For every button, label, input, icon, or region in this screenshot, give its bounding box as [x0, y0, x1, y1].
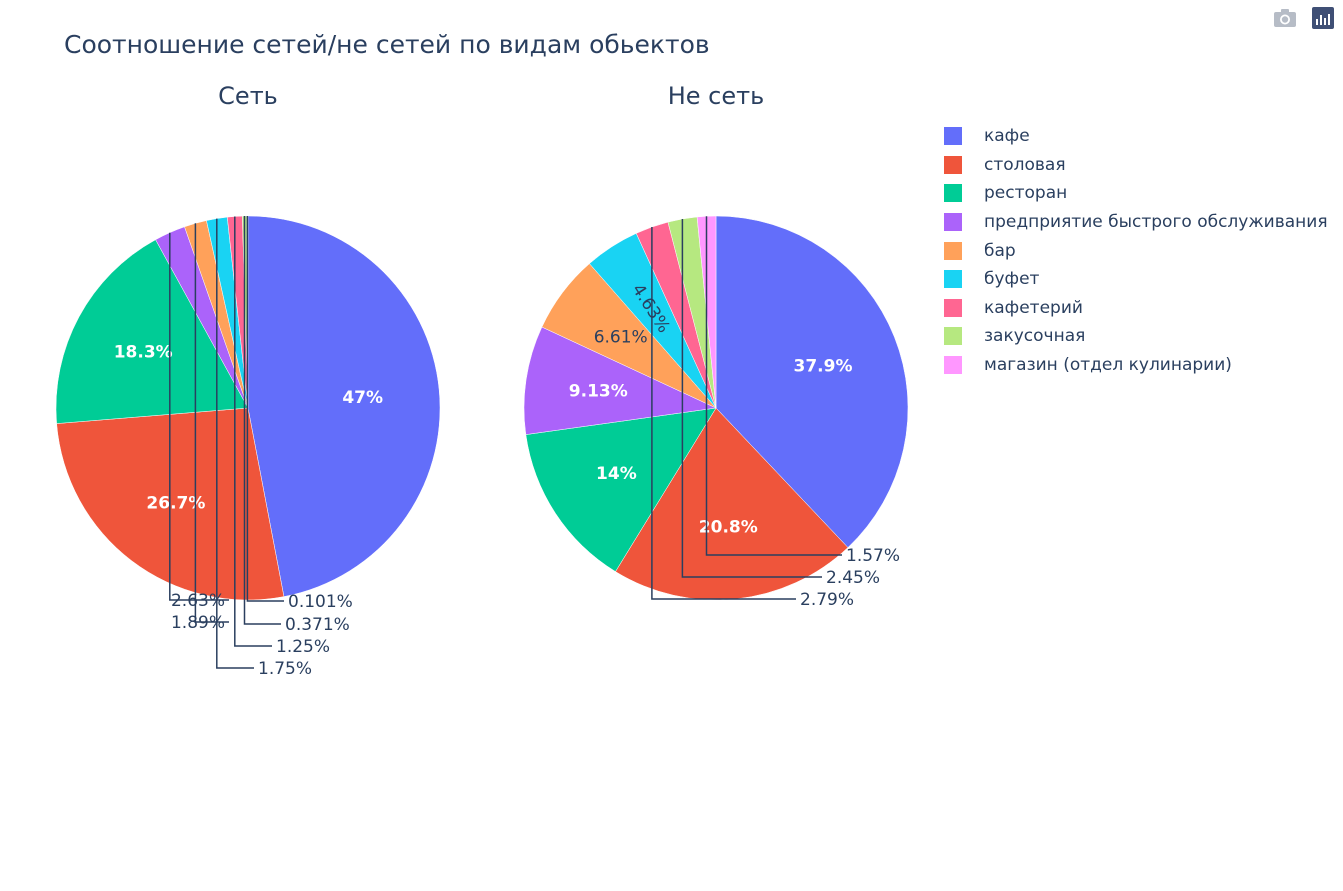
- legend-swatch: [944, 155, 962, 174]
- modebar: [1273, 6, 1335, 30]
- legend-swatch: [944, 356, 962, 375]
- pie-title-non-chain: Не сеть: [667, 82, 765, 110]
- legend-item[interactable]: кафетерий: [944, 294, 1328, 323]
- pie-percent-label: 1.89%: [171, 613, 225, 633]
- pie-label-leader: [169, 232, 229, 601]
- pie-slice[interactable]: [715, 215, 909, 548]
- pie-percent-label: 1.75%: [258, 659, 312, 679]
- pie-label-leader: [246, 216, 284, 602]
- pie-label-leader: [243, 216, 281, 625]
- legend-label: буфет: [984, 269, 1040, 290]
- legend-swatch: [944, 327, 962, 346]
- legend-item[interactable]: бар: [944, 236, 1328, 265]
- legend-swatch: [944, 127, 962, 146]
- pie-label-leader: [705, 216, 842, 556]
- plotly-logo-icon[interactable]: [1311, 6, 1335, 30]
- pie-label-leader: [216, 218, 254, 669]
- pie-percent-label: 2.45%: [826, 568, 880, 588]
- legend-label: предприятие быстрого обслуживания: [984, 212, 1328, 233]
- legend-item[interactable]: кафе: [944, 122, 1328, 151]
- legend-swatch: [944, 298, 962, 317]
- camera-icon[interactable]: [1273, 6, 1297, 30]
- legend-item[interactable]: буфет: [944, 265, 1328, 294]
- legend-swatch: [944, 270, 962, 289]
- pie-percent-label: 2.79%: [800, 590, 854, 610]
- pie-percent-label: 1.57%: [846, 546, 900, 566]
- pie-percent-label: 20.8%: [699, 517, 758, 537]
- pie-slice[interactable]: [55, 239, 249, 424]
- legend-swatch: [944, 184, 962, 203]
- pie-percent-label: 14%: [596, 464, 637, 484]
- pie-slice[interactable]: [523, 326, 717, 435]
- legend-swatch: [944, 213, 962, 232]
- pie-percent-label: 18.3%: [114, 343, 173, 363]
- pie-label-leader: [651, 227, 796, 600]
- pie-title-chain: Сеть: [218, 82, 278, 110]
- pie-percent-label: 26.7%: [146, 494, 205, 514]
- pie-label-leader: [194, 223, 229, 623]
- legend-item[interactable]: магазин (отдел кулинарии): [944, 351, 1328, 380]
- legend-label: столовая: [984, 154, 1066, 175]
- pie-percent-label: 37.9%: [794, 356, 853, 376]
- legend-label: ресторан: [984, 183, 1068, 204]
- chart-title: Соотношение сетей/не сетей по видам обье…: [64, 30, 710, 59]
- legend-item[interactable]: предприятие быстрого обслуживания: [944, 208, 1328, 237]
- pie-percent-label: 0.101%: [288, 592, 353, 612]
- pie-percent-label: 9.13%: [569, 381, 628, 401]
- legend-item[interactable]: ресторан: [944, 179, 1328, 208]
- pie-percent-label: 1.25%: [276, 637, 330, 657]
- legend-label: кафе: [984, 126, 1030, 147]
- pie-slice[interactable]: [525, 407, 717, 572]
- legend-item[interactable]: столовая: [944, 151, 1328, 180]
- legend: кафе столовая ресторан предприятие быстрого…: [944, 122, 1328, 379]
- legend-label: бар: [984, 240, 1016, 261]
- legend-item[interactable]: закусочная: [944, 322, 1328, 351]
- pie-percent-label: 0.371%: [285, 615, 350, 635]
- legend-label: закусочная: [984, 326, 1086, 347]
- legend-label: магазин (отдел кулинарии): [984, 355, 1232, 376]
- pie-percent-label: 2.63%: [171, 591, 225, 611]
- pie-percent-label: 6.61%: [594, 328, 648, 348]
- pie-percent-label: 47%: [342, 388, 383, 408]
- pie-label-leader: [234, 216, 272, 647]
- legend-label: кафетерий: [984, 297, 1083, 318]
- pie-slice[interactable]: [247, 215, 441, 597]
- pie-label-leader: [681, 219, 822, 578]
- legend-swatch: [944, 241, 962, 260]
